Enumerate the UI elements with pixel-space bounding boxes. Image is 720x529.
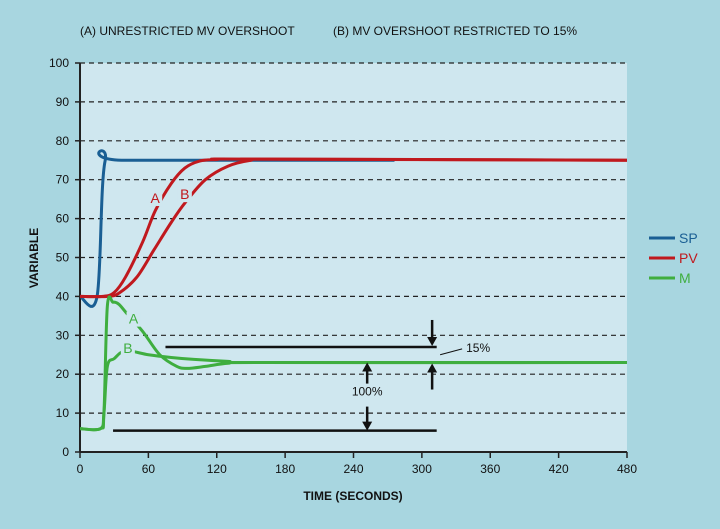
y-tick-label: 0 (62, 445, 69, 459)
arrow-down-icon-head (362, 421, 373, 431)
legend-label-m: M (679, 270, 691, 286)
y-axis-label: VARIABLE (27, 228, 41, 288)
y-tick-label: 80 (56, 134, 70, 148)
y-tick-label: 60 (56, 212, 70, 226)
y-tick-label: 10 (56, 406, 70, 420)
y-tick-label: 50 (56, 251, 70, 265)
x-tick-label: 360 (480, 462, 500, 476)
arrow-up-icon-head (362, 362, 373, 372)
y-tick-label: 40 (56, 289, 70, 303)
curve-label-bg (148, 191, 163, 207)
y-tick-label: 90 (56, 95, 70, 109)
y-tick-label: 20 (56, 367, 70, 381)
curve-label: A (129, 311, 139, 327)
x-tick-label: 240 (343, 462, 363, 476)
x-tick-label: 300 (412, 462, 432, 476)
x-tick-label: 180 (275, 462, 295, 476)
label-bg (347, 383, 388, 400)
curve-label: A (151, 190, 161, 206)
series-line-m-b (79, 349, 628, 432)
leader-line (440, 348, 463, 356)
arrow-down-icon-head (427, 336, 438, 346)
curve-label: B (123, 340, 132, 356)
annotation-15-percent: 15% (466, 341, 490, 355)
y-tick-label: 30 (56, 328, 70, 342)
x-tick-label: 480 (617, 462, 637, 476)
curve-label-bg (120, 340, 135, 356)
y-tick-label: 100 (49, 56, 69, 70)
curve-label-bg (126, 311, 141, 327)
title-a: (A) UNRESTRICTED MV OVERSHOOT (80, 24, 295, 38)
x-axis-label: TIME (SECONDS) (303, 489, 402, 503)
y-tick-label: 70 (56, 173, 70, 187)
annotation-100-percent: 100% (352, 385, 383, 399)
title-b: (B) MV OVERSHOOT RESTRICTED TO 15% (333, 24, 577, 38)
x-tick-label: 60 (142, 462, 156, 476)
arrow-up-icon-head (427, 363, 438, 373)
legend-label-pv: PV (679, 250, 698, 266)
x-tick-label: 120 (207, 462, 227, 476)
curve-label-bg (177, 187, 192, 203)
x-tick-label: 0 (77, 462, 84, 476)
legend-label-sp: SP (679, 230, 698, 246)
x-tick-label: 420 (549, 462, 569, 476)
curve-label: B (180, 186, 189, 202)
